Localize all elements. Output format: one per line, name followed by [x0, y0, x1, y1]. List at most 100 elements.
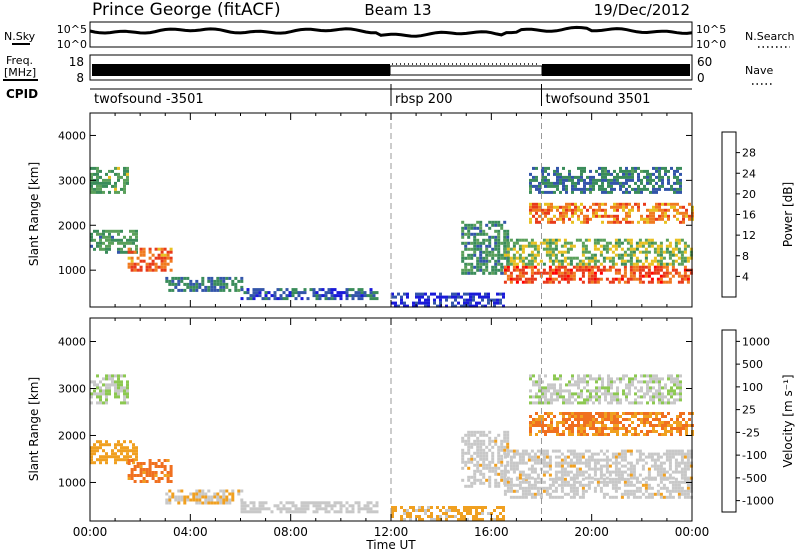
- data-cell: [604, 178, 607, 182]
- data-cell: [577, 427, 580, 430]
- data-cell: [123, 398, 126, 402]
- data-cell: [285, 294, 289, 298]
- data-cell: [533, 277, 537, 281]
- data-cell: [473, 241, 477, 245]
- data-cell: [583, 415, 586, 418]
- data-cell: [421, 295, 424, 299]
- data-cell: [470, 454, 474, 458]
- data-cell: [620, 492, 624, 496]
- data-cell: [548, 259, 552, 263]
- data-cell: [611, 461, 615, 465]
- data-cell: [547, 401, 550, 405]
- data-cell: [497, 232, 501, 236]
- data-cell: [541, 389, 544, 393]
- data-cell: [676, 427, 679, 430]
- data-cell: [596, 241, 600, 245]
- data-cell: [473, 472, 477, 476]
- data-cell: [527, 458, 531, 462]
- data-cell: [461, 460, 465, 464]
- data-cell: [315, 501, 319, 505]
- data-cell: [655, 166, 658, 170]
- data-cell: [500, 439, 504, 443]
- data-cell: [222, 285, 226, 289]
- data-cell: [521, 486, 525, 490]
- data-cell: [563, 492, 567, 496]
- data-cell: [515, 467, 519, 471]
- data-cell: [114, 166, 117, 170]
- data-cell: [632, 253, 636, 257]
- data-cell: [204, 498, 208, 502]
- data-cell: [617, 486, 621, 490]
- data-cell: [521, 256, 525, 260]
- data-cell: [160, 265, 164, 269]
- data-cell: [506, 232, 510, 236]
- data-cell: [503, 455, 507, 459]
- data-cell: [494, 262, 498, 266]
- data-cell: [497, 250, 501, 254]
- data-cell: [583, 377, 586, 381]
- data-cell: [339, 291, 343, 295]
- data-cell: [222, 501, 226, 505]
- data-cell: [676, 169, 679, 173]
- data-cell: [659, 480, 663, 484]
- data-cell: [674, 449, 678, 453]
- data-cell: [604, 398, 607, 402]
- data-cell: [117, 175, 120, 179]
- data-cell: [613, 205, 616, 209]
- data-cell: [626, 489, 630, 493]
- data-cell: [578, 452, 582, 456]
- data-cell: [533, 241, 537, 245]
- data-cell: [587, 280, 591, 284]
- data-cell: [626, 467, 630, 471]
- data-cell: [148, 268, 152, 272]
- data-cell: [219, 498, 223, 502]
- data-cell: [318, 507, 322, 511]
- data-cell: [102, 401, 105, 405]
- data-cell: [467, 433, 471, 437]
- data-cell: [533, 256, 537, 260]
- data-cell: [590, 476, 594, 480]
- data-cell: [186, 495, 190, 499]
- data-cell: [210, 495, 214, 499]
- data-cell: [222, 498, 226, 502]
- data-cell: [632, 268, 636, 272]
- data-cell: [427, 515, 430, 518]
- data-cell: [562, 187, 565, 191]
- data-cell: [536, 271, 540, 275]
- data-cell: [674, 480, 678, 484]
- data-cell: [614, 467, 618, 471]
- data-cell: [509, 449, 513, 453]
- data-cell: [656, 247, 660, 251]
- data-cell: [126, 169, 129, 173]
- data-cell: [580, 401, 583, 405]
- data-cell: [482, 250, 486, 254]
- data-cell: [157, 477, 161, 480]
- data-cell: [581, 274, 585, 278]
- data-cell: [634, 415, 637, 418]
- data-cell: [521, 458, 525, 462]
- data-cell: [637, 220, 640, 224]
- data-cell: [445, 298, 448, 302]
- data-cell: [595, 211, 598, 215]
- data-cell: [96, 232, 99, 236]
- data-cell: [566, 277, 570, 281]
- data-cell: [163, 247, 167, 251]
- data-cell: [566, 268, 570, 272]
- data-cell: [593, 253, 597, 257]
- data-cell: [679, 430, 682, 433]
- data-cell: [676, 166, 679, 170]
- data-cell: [506, 433, 510, 437]
- data-cell: [491, 253, 495, 257]
- data-cell: [163, 256, 167, 260]
- data-cell: [683, 256, 687, 260]
- data-cell: [345, 291, 349, 295]
- data-cell: [572, 274, 576, 278]
- data-cell: [148, 462, 152, 465]
- data-cell: [626, 483, 630, 487]
- data-cell: [572, 271, 576, 275]
- data-cell: [601, 190, 604, 194]
- data-cell: [619, 184, 622, 188]
- data-cell: [512, 461, 516, 465]
- data-cell: [589, 415, 592, 418]
- data-cell: [105, 395, 108, 399]
